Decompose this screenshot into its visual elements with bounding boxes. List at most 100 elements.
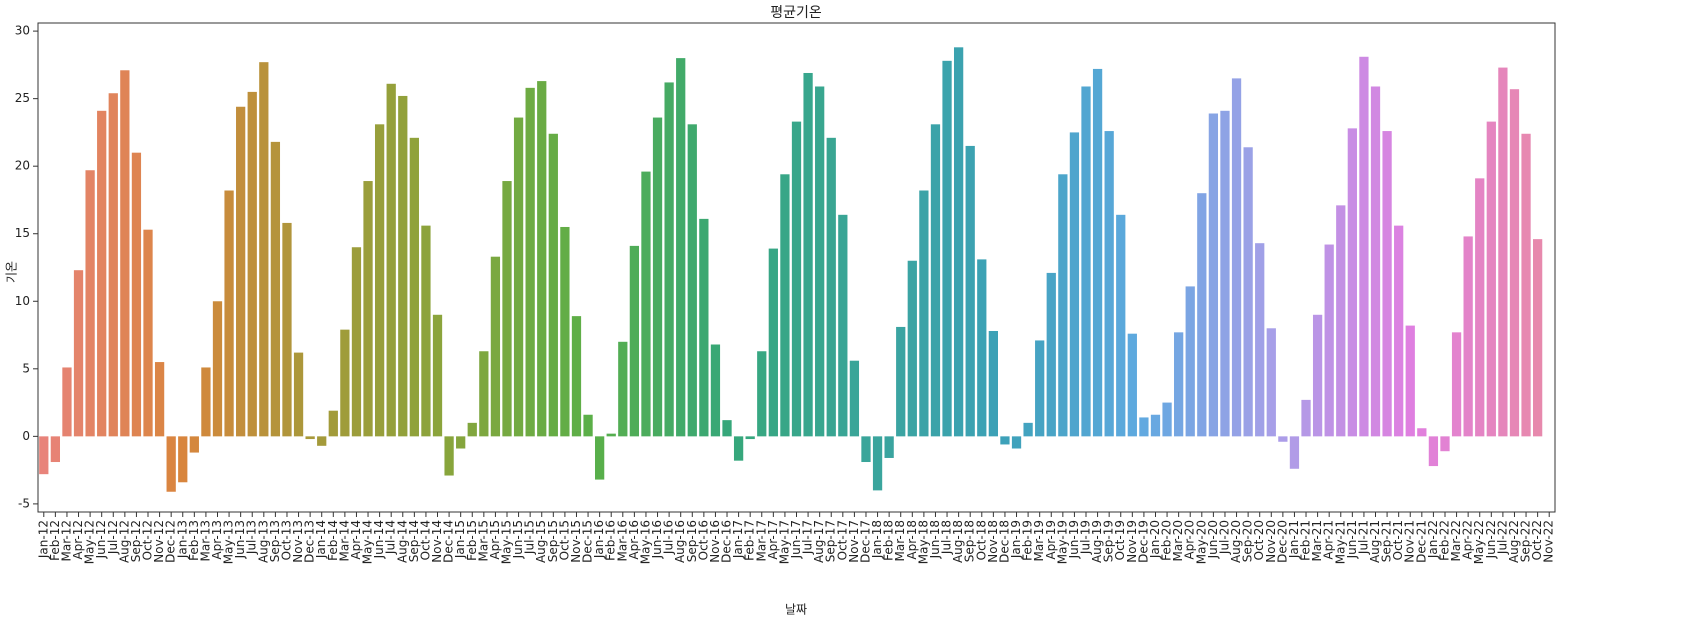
bar [1451, 332, 1462, 437]
bar [259, 62, 269, 437]
bar [1405, 325, 1415, 437]
bar [490, 256, 501, 437]
x-tick-label: Sep-22 [1519, 520, 1533, 562]
x-tick-label: Mar-12 [59, 520, 73, 561]
x-tick-label: Jul-22 [1495, 520, 1509, 555]
x-tick-label: Apr-19 [1044, 520, 1058, 560]
x-tick-label: May-21 [1333, 520, 1347, 564]
x-tick-label: May-17 [777, 520, 791, 564]
bar [560, 226, 570, 437]
x-axis-label: 날짜 [785, 603, 807, 617]
bar [629, 245, 640, 437]
bar [977, 259, 987, 437]
bar [1475, 178, 1485, 437]
bar [178, 436, 188, 483]
bar [1324, 244, 1334, 437]
x-tick-label: Feb-16 [604, 520, 618, 561]
x-tick-label: Apr-20 [1183, 520, 1197, 560]
bar [456, 436, 466, 449]
x-tick-label: Oct-15 [557, 520, 571, 560]
x-tick-label: Aug-20 [1229, 520, 1243, 563]
bar [1359, 56, 1369, 437]
x-tick-label: Jan-12 [36, 520, 50, 559]
bar [444, 436, 454, 476]
x-tick-label: May-19 [1055, 520, 1069, 564]
x-tick-label: Oct-19 [1113, 520, 1127, 560]
x-tick-label: Mar-14 [337, 520, 351, 561]
x-tick-label: Jan-13 [175, 520, 189, 559]
bar [328, 410, 338, 437]
x-tick-label: Oct-14 [418, 520, 432, 560]
x-tick-label: Apr-15 [488, 520, 502, 560]
x-tick-label: Feb-18 [882, 520, 896, 561]
bar [1231, 78, 1242, 437]
x-tick-label: Jun-12 [94, 520, 108, 559]
bar [1463, 236, 1473, 437]
x-tick-label: Aug-15 [534, 520, 548, 563]
x-tick-label: Sep-21 [1380, 520, 1394, 562]
bar [1011, 436, 1022, 449]
y-tick-label: -5 [18, 496, 30, 510]
x-tick-label: Jul-13 [245, 520, 259, 555]
x-tick-label: Jul-17 [801, 520, 815, 555]
x-tick-label: Apr-13 [210, 520, 224, 560]
x-tick-label: Jul-12 [106, 520, 120, 555]
bar [398, 95, 408, 437]
y-tick-label: 30 [15, 24, 30, 38]
bar [1104, 131, 1114, 437]
bar [803, 72, 813, 437]
bar [131, 152, 142, 437]
x-tick-label: Sep-17 [824, 520, 838, 562]
bar [641, 171, 651, 437]
x-tick-label: Aug-21 [1368, 520, 1382, 563]
bar [1185, 286, 1195, 437]
x-tick-label: Nov-15 [569, 520, 583, 563]
x-tick-label: Jun-13 [233, 520, 247, 559]
x-tick-label: Apr-21 [1322, 520, 1336, 560]
x-tick-label: Mar-21 [1310, 520, 1324, 561]
bar [513, 117, 524, 437]
x-tick-label: Mar-15 [476, 520, 490, 561]
x-tick-label: Feb-19 [1021, 520, 1035, 561]
y-axis-label: 기온 [5, 261, 19, 283]
bar [953, 47, 964, 437]
x-tick-label: Apr-18 [905, 520, 919, 560]
bar [1417, 428, 1427, 437]
x-tick-label: Jan-14 [314, 520, 328, 559]
bar [826, 137, 836, 437]
bar [768, 248, 778, 437]
bar [1312, 314, 1323, 437]
y-tick-label: 25 [15, 91, 30, 105]
x-tick-label: May-12 [83, 520, 97, 564]
bar [282, 222, 292, 437]
bar [270, 141, 281, 437]
bar [849, 360, 860, 437]
x-tick-label: Nov-17 [847, 520, 861, 563]
x-tick-label: Jul-14 [384, 520, 398, 555]
bar [791, 121, 802, 437]
x-tick-label: Jun-22 [1484, 520, 1498, 559]
bar [386, 83, 396, 437]
bar [745, 436, 755, 440]
x-tick-label: Dec-13 [303, 520, 317, 563]
x-tick-label: Sep-20 [1241, 520, 1255, 562]
bar [1394, 225, 1404, 437]
y-tick-label: 15 [15, 226, 30, 240]
x-tick-label: May-20 [1194, 520, 1208, 564]
x-tick-label: May-22 [1472, 520, 1486, 564]
bar [1336, 205, 1346, 437]
x-tick-label: Mar-13 [198, 520, 212, 561]
bar [479, 351, 489, 437]
x-tick-label: Jul-19 [1079, 520, 1093, 555]
bar [687, 124, 697, 437]
bar [757, 351, 767, 437]
bar [525, 87, 535, 437]
x-tick-label: Apr-22 [1461, 520, 1475, 560]
bar [1174, 332, 1184, 437]
x-tick-label: Jan-19 [1009, 520, 1023, 559]
x-tick-label: Jan-22 [1426, 520, 1440, 559]
x-tick-label: Oct-16 [696, 520, 710, 560]
x-tick-label: Oct-13 [279, 520, 293, 560]
x-tick-label: Jan-18 [870, 520, 884, 559]
bar [467, 422, 477, 437]
